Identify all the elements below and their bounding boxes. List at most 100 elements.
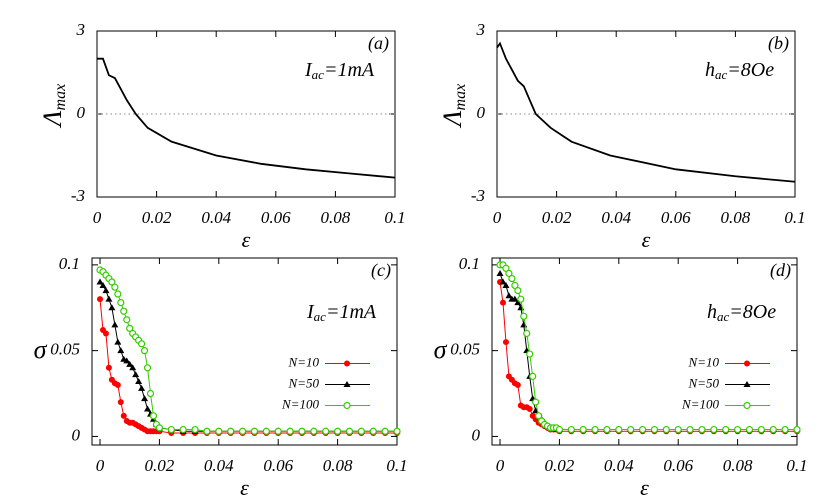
- y-axis-label: Λmax: [38, 84, 69, 129]
- x-tick-label: 0.04: [201, 208, 231, 227]
- y-tick-label: 3: [476, 20, 486, 39]
- marker: [114, 290, 122, 298]
- marker: [286, 427, 294, 435]
- legend-marker: [744, 360, 750, 367]
- marker: [520, 321, 528, 328]
- panel: 0 0.02 0.04 0.06 0.08 0.1 0 0.05 0.1 ε σ (c) Iac=1mA…: [34, 254, 408, 500]
- marker: [745, 425, 754, 434]
- marker: [520, 312, 528, 320]
- panel-label: (b): [768, 33, 789, 54]
- annotation-rest: =8Oe: [729, 301, 776, 323]
- marker: [97, 296, 104, 303]
- annotation-rest: =1mA: [326, 301, 377, 323]
- annotation-sub: ac: [715, 67, 728, 82]
- marker: [215, 427, 223, 435]
- marker: [369, 427, 377, 435]
- x-tick-label: 0.04: [604, 456, 634, 475]
- x-tick-label: 0.1: [786, 456, 807, 475]
- marker: [138, 384, 146, 391]
- x-tick-label: 0.1: [386, 456, 407, 475]
- panel-label: (a): [368, 33, 389, 54]
- panel-label: (c): [371, 260, 391, 281]
- x-axis-label: ε: [240, 475, 249, 500]
- marker: [627, 425, 635, 434]
- marker: [526, 350, 534, 358]
- x-tick-label: 0.06: [261, 208, 291, 227]
- y-tick-label: 0: [77, 103, 86, 122]
- marker: [310, 427, 318, 435]
- x-tick-label: 0.08: [723, 456, 753, 475]
- legend-label: N=50: [688, 375, 720, 390]
- data-line: [496, 41, 796, 183]
- x-tick-label: 0.04: [204, 456, 234, 475]
- annotation: Iac=1mA: [304, 59, 375, 82]
- y-tick-label: 0.05: [50, 340, 80, 359]
- data-line: [97, 57, 396, 179]
- marker: [781, 425, 789, 434]
- marker: [137, 340, 146, 348]
- y-axis-label-base: Λ: [438, 110, 467, 129]
- marker: [567, 425, 575, 434]
- marker: [144, 405, 152, 412]
- marker: [102, 330, 109, 337]
- marker: [514, 381, 521, 388]
- y-tick-label: 0: [477, 103, 486, 122]
- annotation-base: I: [304, 59, 313, 81]
- x-tick-label: 0.02: [145, 456, 175, 475]
- marker: [603, 425, 611, 434]
- annotation-sub: ac: [717, 309, 730, 324]
- marker: [298, 427, 306, 435]
- data-line: [499, 273, 797, 431]
- legend-label: N=10: [688, 354, 720, 369]
- marker: [274, 427, 282, 435]
- legend-label: N=50: [288, 375, 320, 390]
- legend-label: N=10: [288, 354, 320, 369]
- x-tick-label: 0.06: [661, 208, 691, 227]
- x-axis-label: ε: [640, 475, 649, 500]
- marker: [511, 281, 519, 290]
- x-tick-label: 0.1: [784, 208, 805, 227]
- marker: [710, 425, 718, 434]
- marker: [734, 425, 742, 434]
- marker: [149, 412, 158, 420]
- y-axis-label-base: σ: [34, 335, 48, 364]
- legend-marker: [743, 381, 751, 387]
- legend-marker: [343, 381, 351, 387]
- plot-frame: [491, 257, 798, 446]
- marker: [615, 425, 623, 434]
- plot-frame: [91, 257, 398, 446]
- y-tick-label: 0: [72, 425, 81, 444]
- x-tick-label: 0.08: [321, 208, 351, 227]
- marker: [114, 338, 122, 345]
- marker: [96, 278, 104, 285]
- x-tick-label: 0: [96, 456, 105, 475]
- panel: 0 0.02 0.04 0.06 0.08 0.1 -3 0 3 ε Λmax (b) hac=8Oe: [438, 20, 806, 252]
- annotation: hac=8Oe: [707, 301, 776, 324]
- x-tick-label: 0.02: [542, 208, 572, 227]
- marker: [511, 295, 519, 302]
- x-tick-label: 0: [93, 208, 102, 227]
- marker: [722, 425, 730, 434]
- marker: [143, 364, 152, 372]
- y-axis-label: Λmax: [438, 84, 469, 129]
- y-tick-label: -3: [71, 186, 85, 205]
- y-tick-label: 0.05: [450, 340, 480, 359]
- marker: [345, 427, 354, 435]
- marker: [179, 425, 187, 434]
- annotation-base: h: [705, 59, 715, 81]
- marker: [502, 264, 510, 272]
- marker: [111, 283, 119, 291]
- marker: [769, 425, 777, 434]
- y-axis-label: σ: [34, 335, 48, 364]
- marker: [120, 307, 128, 315]
- marker: [591, 425, 599, 434]
- marker: [191, 425, 199, 434]
- annotation: Iac=1mA: [306, 301, 377, 324]
- x-tick-label: 0.08: [323, 456, 353, 475]
- marker: [579, 425, 587, 434]
- marker: [146, 389, 155, 398]
- marker: [517, 304, 525, 311]
- marker: [117, 399, 124, 406]
- x-tick-label: 0.06: [663, 456, 693, 475]
